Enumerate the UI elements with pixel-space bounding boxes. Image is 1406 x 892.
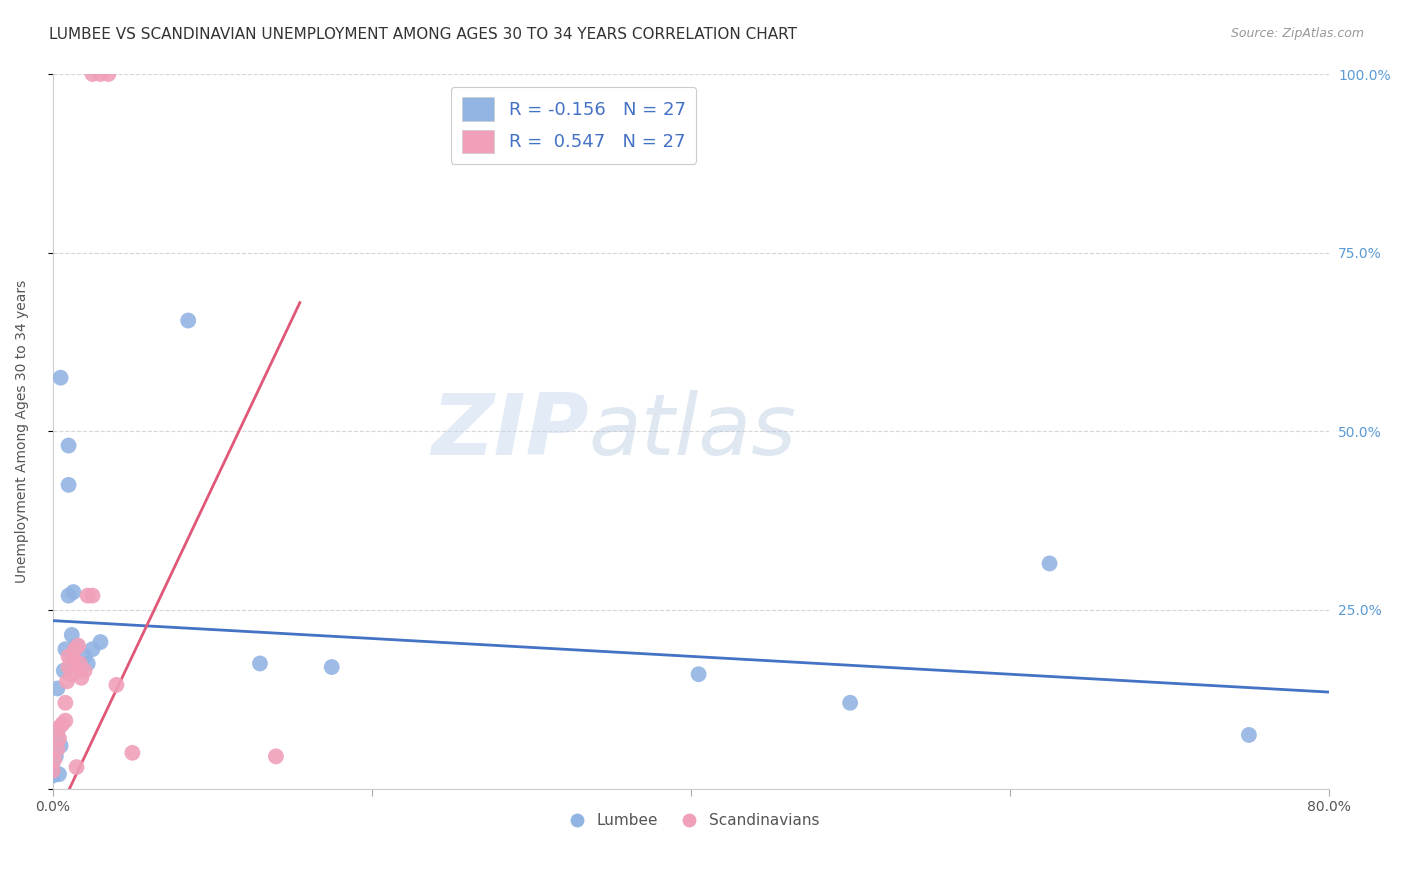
Point	[46, 728, 69, 742]
Point	[53, 696, 76, 710]
Point	[249, 657, 271, 671]
Point	[65, 760, 87, 774]
Point	[69, 657, 91, 671]
Y-axis label: Unemployment Among Ages 30 to 34 years: Unemployment Among Ages 30 to 34 years	[15, 280, 30, 582]
Point	[53, 714, 76, 728]
Point	[89, 635, 111, 649]
Point	[49, 739, 72, 753]
Point	[73, 649, 96, 664]
Point	[76, 657, 98, 671]
Point	[65, 639, 87, 653]
Point	[60, 667, 83, 681]
Point	[121, 746, 143, 760]
Point	[89, 67, 111, 81]
Point	[56, 674, 79, 689]
Point	[48, 731, 70, 746]
Point	[44, 753, 66, 767]
Point	[49, 370, 72, 384]
Text: LUMBEE VS SCANDINAVIAN UNEMPLOYMENT AMONG AGES 30 TO 34 YEARS CORRELATION CHART: LUMBEE VS SCANDINAVIAN UNEMPLOYMENT AMON…	[49, 27, 797, 42]
Point	[58, 649, 80, 664]
Point	[58, 439, 80, 453]
Point	[688, 667, 710, 681]
Point	[41, 769, 63, 783]
Point	[264, 749, 287, 764]
Point	[58, 478, 80, 492]
Point	[82, 67, 104, 81]
Point	[45, 749, 67, 764]
Text: ZIP: ZIP	[430, 390, 589, 473]
Point	[76, 589, 98, 603]
Point	[60, 628, 83, 642]
Point	[41, 762, 63, 776]
Point	[321, 660, 343, 674]
Point	[46, 681, 69, 696]
Point	[62, 653, 84, 667]
Text: Source: ZipAtlas.com: Source: ZipAtlas.com	[1230, 27, 1364, 40]
Point	[51, 717, 73, 731]
Point	[62, 585, 84, 599]
Point	[82, 642, 104, 657]
Point	[58, 589, 80, 603]
Point	[1038, 557, 1060, 571]
Point	[97, 67, 120, 81]
Point	[52, 664, 75, 678]
Point	[73, 664, 96, 678]
Point	[48, 767, 70, 781]
Point	[63, 642, 86, 657]
Point	[53, 642, 76, 657]
Point	[70, 671, 93, 685]
Text: atlas: atlas	[589, 390, 797, 473]
Point	[82, 589, 104, 603]
Point	[839, 696, 862, 710]
Point	[67, 639, 90, 653]
Point	[58, 660, 80, 674]
Point	[177, 313, 200, 327]
Point	[41, 764, 63, 778]
Point	[48, 721, 70, 735]
Point	[105, 678, 128, 692]
Legend: Lumbee, Scandinavians: Lumbee, Scandinavians	[555, 807, 825, 835]
Point	[1237, 728, 1260, 742]
Point	[46, 742, 69, 756]
